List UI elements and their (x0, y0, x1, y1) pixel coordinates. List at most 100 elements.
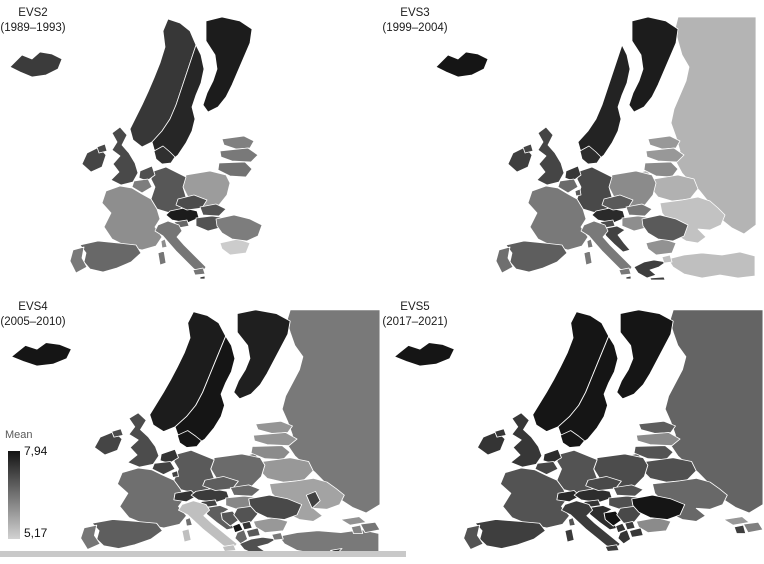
country-gr (633, 259, 667, 279)
country-sk (199, 203, 227, 217)
country-dk (153, 145, 176, 165)
legend-min-value: 5,17 (24, 526, 48, 540)
country-az (359, 521, 380, 533)
panel-evs5-years-label: (2017–2021) (382, 316, 448, 328)
country-it-part (192, 267, 206, 276)
country-fr (101, 185, 163, 251)
country-it (154, 220, 207, 274)
country-fr-part (567, 517, 576, 527)
country-se (577, 44, 631, 164)
panel-evs3-title: EVS3 (1999–2004) (360, 6, 470, 36)
panel-evs3-years-label: (1999–2004) (382, 22, 448, 34)
country-dk (559, 430, 585, 448)
country-tr (667, 251, 756, 279)
country-ch (556, 490, 581, 503)
country-fr-part (184, 517, 193, 527)
country-ro (641, 214, 689, 242)
panel-evs2-title: EVS2 (1989–1993) (0, 6, 88, 36)
country-gb (510, 412, 543, 468)
country-fi (616, 309, 674, 400)
panel-evs3: EVS3 (1999–2004) (382, 0, 764, 282)
country-it (580, 220, 633, 274)
country-bg (219, 238, 251, 256)
country-fr (499, 467, 571, 529)
country-lv (645, 147, 685, 163)
country-nl (138, 165, 156, 182)
panel-evs2-years-label: (1989–1993) (0, 22, 66, 34)
country-az (742, 521, 763, 533)
country-ge (340, 516, 367, 526)
country-it (561, 500, 621, 550)
country-am (350, 524, 364, 534)
country-ee (638, 420, 676, 434)
country-is (11, 342, 72, 367)
legend-max-value: 7,94 (24, 444, 48, 458)
country-nl (159, 448, 179, 464)
country-ge (723, 516, 750, 526)
country-by (649, 174, 699, 202)
country-lu (171, 470, 179, 478)
country-am (733, 524, 747, 534)
country-pt (495, 246, 514, 274)
panel-evs2-wave-label: EVS2 (18, 7, 48, 19)
country-gr-part (649, 276, 666, 280)
country-fr-part (160, 238, 168, 249)
map-evs2 (9, 16, 263, 280)
country-fi (628, 16, 679, 113)
country-fr-part (586, 238, 594, 249)
country-es (79, 240, 142, 273)
country-gb-part (494, 428, 507, 438)
panel-evs5-wave-label: EVS5 (400, 301, 430, 313)
country-by (640, 457, 697, 483)
panel-evs5-title: EVS5 (2017–2021) (360, 300, 470, 330)
country-lt (217, 161, 253, 178)
country-gb-part (96, 143, 108, 154)
country-bg (645, 238, 677, 256)
country-ch (173, 490, 198, 503)
country-me (615, 522, 627, 533)
country-es (474, 519, 546, 549)
country-be (534, 461, 559, 475)
map-evs4 (11, 309, 380, 556)
country-it-part (564, 528, 575, 543)
panel-evs2: EVS2 (1989–1993) (0, 0, 382, 282)
country-lv (635, 432, 681, 446)
country-al (234, 529, 249, 545)
country-tr-part (661, 254, 673, 264)
country-sk (612, 484, 644, 497)
country-nl (564, 165, 582, 182)
country-ee (255, 420, 293, 434)
country-be (151, 461, 176, 475)
country-es (505, 240, 568, 273)
country-mk (628, 527, 644, 538)
country-is (435, 51, 489, 78)
country-lv (252, 432, 298, 446)
country-sk (229, 484, 261, 497)
country-it-part (583, 250, 593, 266)
country-ro (631, 494, 686, 520)
country-fi (233, 309, 291, 400)
country-tr-part (271, 532, 284, 541)
legend-gradient-bar (8, 451, 20, 539)
panel-evs4: EVS4 (2005–2010) (0, 282, 382, 564)
map-bottom-land-strip (0, 551, 406, 557)
country-dk (579, 145, 602, 165)
country-it-part (618, 267, 632, 276)
country-it-part (221, 544, 237, 552)
country-it-part (604, 544, 620, 552)
country-mt (199, 275, 206, 280)
map-evs3 (435, 16, 756, 280)
country-ee (221, 135, 255, 150)
country-be (131, 178, 153, 194)
panel-evs4-years-label: (2005–2010) (0, 316, 66, 328)
color-legend: Mean 7,94 5,17 (4, 429, 64, 549)
country-dk (176, 430, 202, 448)
country-it (178, 500, 238, 550)
country-me (232, 522, 244, 533)
country-gb (536, 126, 565, 186)
country-mk (245, 527, 261, 538)
country-is (394, 342, 455, 367)
country-it-part (181, 528, 192, 543)
country-mt (625, 275, 632, 280)
